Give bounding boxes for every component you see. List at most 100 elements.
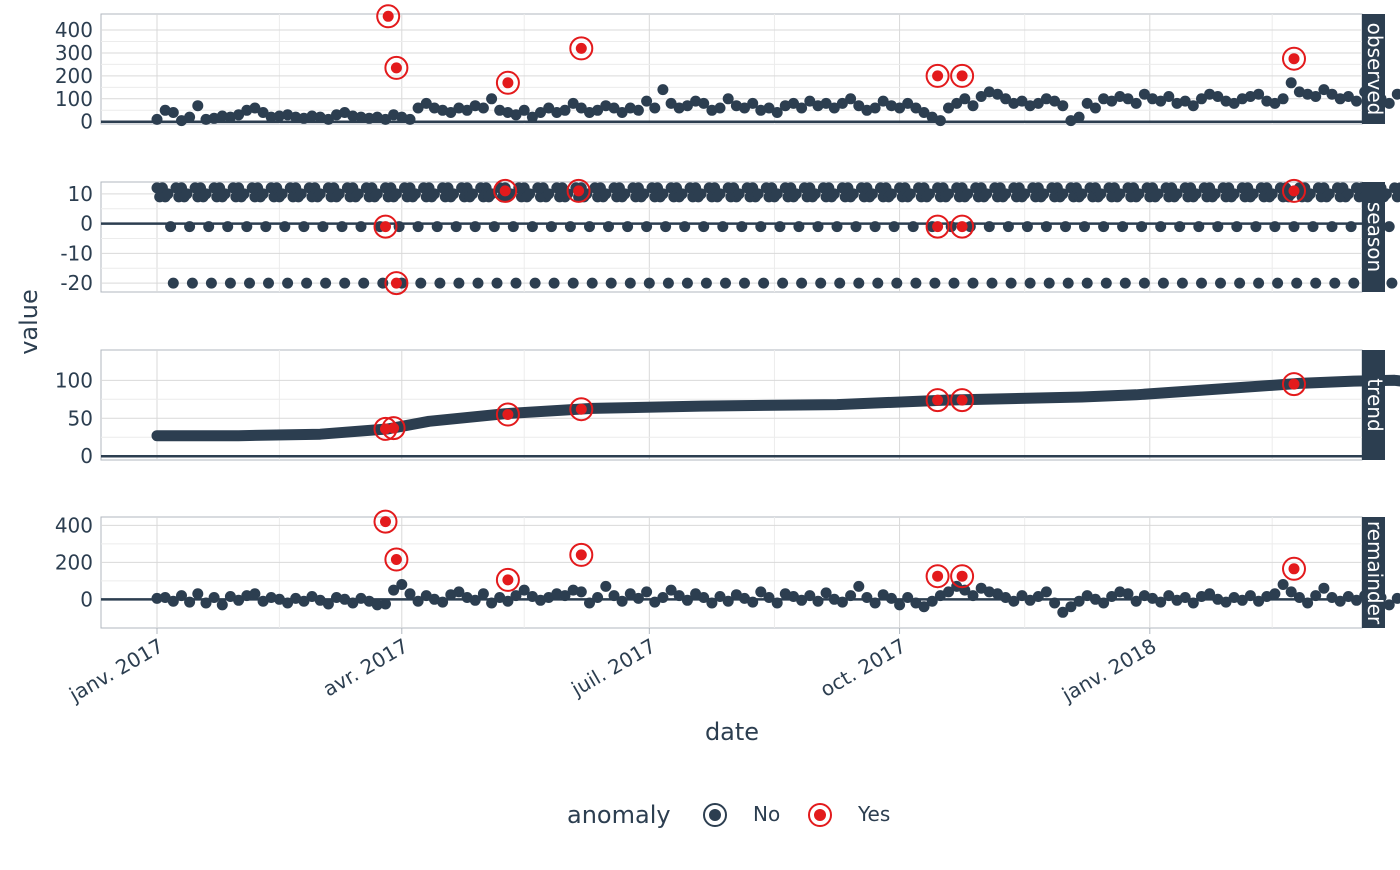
data-point [777,278,788,289]
data-point [1139,278,1150,289]
data-point [968,278,979,289]
data-point [736,221,747,232]
data-point [1003,221,1014,232]
data-point [1278,93,1289,104]
data-point [206,278,217,289]
data-point [508,221,519,232]
data-point [225,278,236,289]
data-point [168,278,179,289]
data-point [834,278,845,289]
data-point [263,278,274,289]
data-point [657,84,668,95]
data-point [396,579,407,590]
data-point [968,100,979,111]
y-tick-label: 100 [55,368,93,392]
anomaly-point [576,404,587,415]
data-point [606,278,617,289]
data-point [184,597,195,608]
data-point [894,599,905,610]
data-point [209,592,220,603]
data-point [405,588,416,599]
data-point [1025,278,1036,289]
data-point [380,599,391,610]
data-point [434,278,445,289]
legend: anomaly No Yes [567,801,890,829]
data-point [1060,221,1071,232]
strip-label: remainder [1363,521,1387,625]
y-tick-label: 200 [55,550,93,574]
anomaly-point [388,423,399,434]
data-point [478,103,489,114]
data-point [1289,221,1300,232]
data-point [203,221,214,232]
data-point [815,278,826,289]
data-point [987,278,998,289]
data-point [565,221,576,232]
anomaly-point [383,11,394,22]
y-tick-label: 400 [55,18,93,42]
y-tick-label: 0 [80,212,93,236]
data-point [772,598,783,609]
data-point [356,221,367,232]
data-point [968,590,979,601]
data-point [437,597,448,608]
data-point [1101,278,1112,289]
data-point [949,278,960,289]
data-point [301,278,312,289]
strip-label: season [1363,202,1387,272]
data-point [587,278,598,289]
data-point [774,221,785,232]
data-point [339,278,350,289]
data-point [576,586,587,597]
data-point [413,221,424,232]
anomaly-point [500,185,511,196]
data-point [701,278,712,289]
anomaly-point [932,70,943,81]
data-point [486,93,497,104]
data-point [1308,221,1319,232]
data-point [755,221,766,232]
data-point [317,221,328,232]
data-point [872,278,883,289]
data-point [663,278,674,289]
data-point [1041,586,1052,597]
anomaly-point [576,43,587,54]
anomaly-point [502,77,513,88]
data-point [473,278,484,289]
data-point [739,278,750,289]
x-tick-label: janv. 2017 [64,634,167,707]
data-point [929,278,940,289]
data-point [1006,278,1017,289]
data-point [260,221,271,232]
data-point [747,597,758,608]
anomaly-point [391,278,402,289]
anomaly-point [576,549,587,560]
anomaly-point [1289,379,1300,390]
data-point [530,278,541,289]
data-point [1177,278,1188,289]
data-point [1131,98,1142,109]
strip-label: observed [1363,23,1387,116]
data-point [1117,221,1128,232]
x-tick-label: avr. 2017 [319,634,412,702]
data-point [832,221,843,232]
panel-frame [101,517,1362,628]
y-tick-label: -20 [60,271,93,295]
data-point [1215,278,1226,289]
data-point [1193,221,1204,232]
y-tick-label: 0 [80,110,93,134]
data-point [657,592,668,603]
data-point [337,221,348,232]
data-point [415,278,426,289]
y-tick-label: 200 [55,64,93,88]
data-point [249,588,260,599]
data-point [584,221,595,232]
data-point [1302,598,1313,609]
data-point [184,112,195,123]
